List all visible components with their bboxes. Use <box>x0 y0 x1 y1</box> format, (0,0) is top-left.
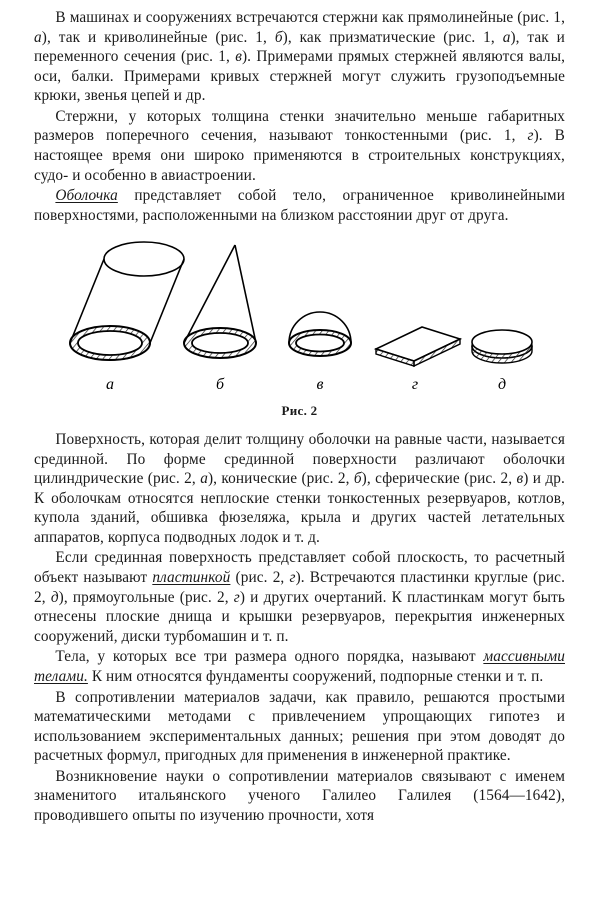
shape-cone <box>184 245 256 358</box>
text: ), прямоугольные (рис. 2, <box>59 589 234 606</box>
figure-2: а б в г д Рис. 2 <box>34 231 565 420</box>
term-plastinka: пластинкой <box>152 569 230 586</box>
shape-cylinder <box>70 242 184 360</box>
paragraph-2: Стержни, у которых толщина стенки значит… <box>34 107 565 185</box>
paragraph-3: Оболочка представляет собой тело, ограни… <box>34 186 565 225</box>
fig-label-g: г <box>411 376 417 393</box>
text: (рис. 2, <box>230 569 289 586</box>
shape-disc <box>472 330 532 363</box>
ref-b2: б <box>354 470 362 487</box>
fig-label-v: в <box>316 376 323 393</box>
fig-label-b: б <box>215 376 224 393</box>
text: ), как призмати­ческие (рис. 1, <box>283 29 503 46</box>
text: Тела, у которых все три размера одного п… <box>55 648 483 665</box>
figure-2-caption: Рис. 2 <box>34 403 565 420</box>
text: ), конические (рис. 2, <box>208 470 354 487</box>
ref-b: б <box>275 29 283 46</box>
ref-v: в <box>235 48 242 65</box>
shape-sphere <box>289 312 351 356</box>
term-obolochka: Оболочка <box>55 187 117 204</box>
paragraph-1: В машинах и сооружениях встречаются стер… <box>34 8 565 106</box>
paragraph-5: Если срединная поверхность представляет … <box>34 548 565 646</box>
fig-label-d: д <box>497 376 505 393</box>
paragraph-4: Поверхность, которая делит толщину оболо… <box>34 430 565 547</box>
text: ), так и криволинейные (рис. 1, <box>42 29 275 46</box>
ref-a3: а <box>200 470 208 487</box>
text: Стержни, у которых толщина стенки значит… <box>34 108 565 145</box>
ref-d: д <box>51 589 59 606</box>
text: К ним относятся фундаменты сооружений, п… <box>88 668 543 685</box>
paragraph-6: Тела, у которых все три размера одного п… <box>34 647 565 686</box>
text: ), сфери­ческие (рис. 2, <box>362 470 517 487</box>
text: В машинах и сооружениях встречаются стер… <box>55 9 565 26</box>
paragraph-7: В сопротивлении материалов задачи, как п… <box>34 688 565 766</box>
fig-label-a: а <box>106 376 114 393</box>
figure-2-svg: а б в г д <box>40 231 560 401</box>
ref-a: а <box>34 29 42 46</box>
paragraph-8: Возникновение науки о сопротивлении мате… <box>34 767 565 826</box>
shape-plate <box>376 327 460 366</box>
